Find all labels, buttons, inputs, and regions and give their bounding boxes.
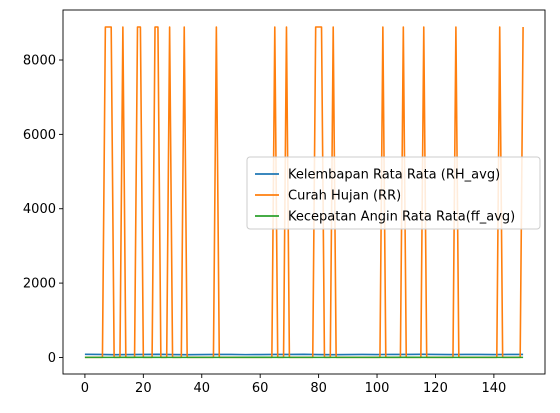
x-tick-label: 0 (81, 381, 89, 396)
legend-label-1: Curah Hujan (RR) (288, 189, 401, 204)
x-tick-label: 140 (481, 381, 506, 396)
x-tick-label: 120 (423, 381, 448, 396)
x-tick-label: 40 (193, 381, 210, 396)
y-tick-label: 2000 (23, 277, 56, 292)
axes: 0 20 40 60 80 100 120 140 0 2000 4000 6000 8000 (23, 9, 546, 396)
legend-box (246, 156, 541, 230)
x-tick-label: 80 (310, 381, 327, 396)
legend-label-2: Kecepatan Angin Rata Rata(ff_avg) (288, 210, 515, 225)
legend: Kelembapan Rata Rata (RH_avg) Curah Hujan… (246, 156, 541, 230)
x-tick-label: 100 (365, 381, 390, 396)
legend-label-0: Kelembapan Rata Rata (RH_avg) (288, 168, 500, 183)
y-tick-label: 8000 (23, 54, 56, 69)
x-tick-label: 20 (135, 381, 152, 396)
x-tick-label: 60 (252, 381, 269, 396)
y-tick-label: 0 (48, 351, 56, 366)
plot-lines (84, 26, 524, 359)
y-tick-label: 4000 (23, 202, 56, 217)
y-tick-label: 6000 (23, 128, 56, 143)
plot-frame (62, 9, 546, 375)
